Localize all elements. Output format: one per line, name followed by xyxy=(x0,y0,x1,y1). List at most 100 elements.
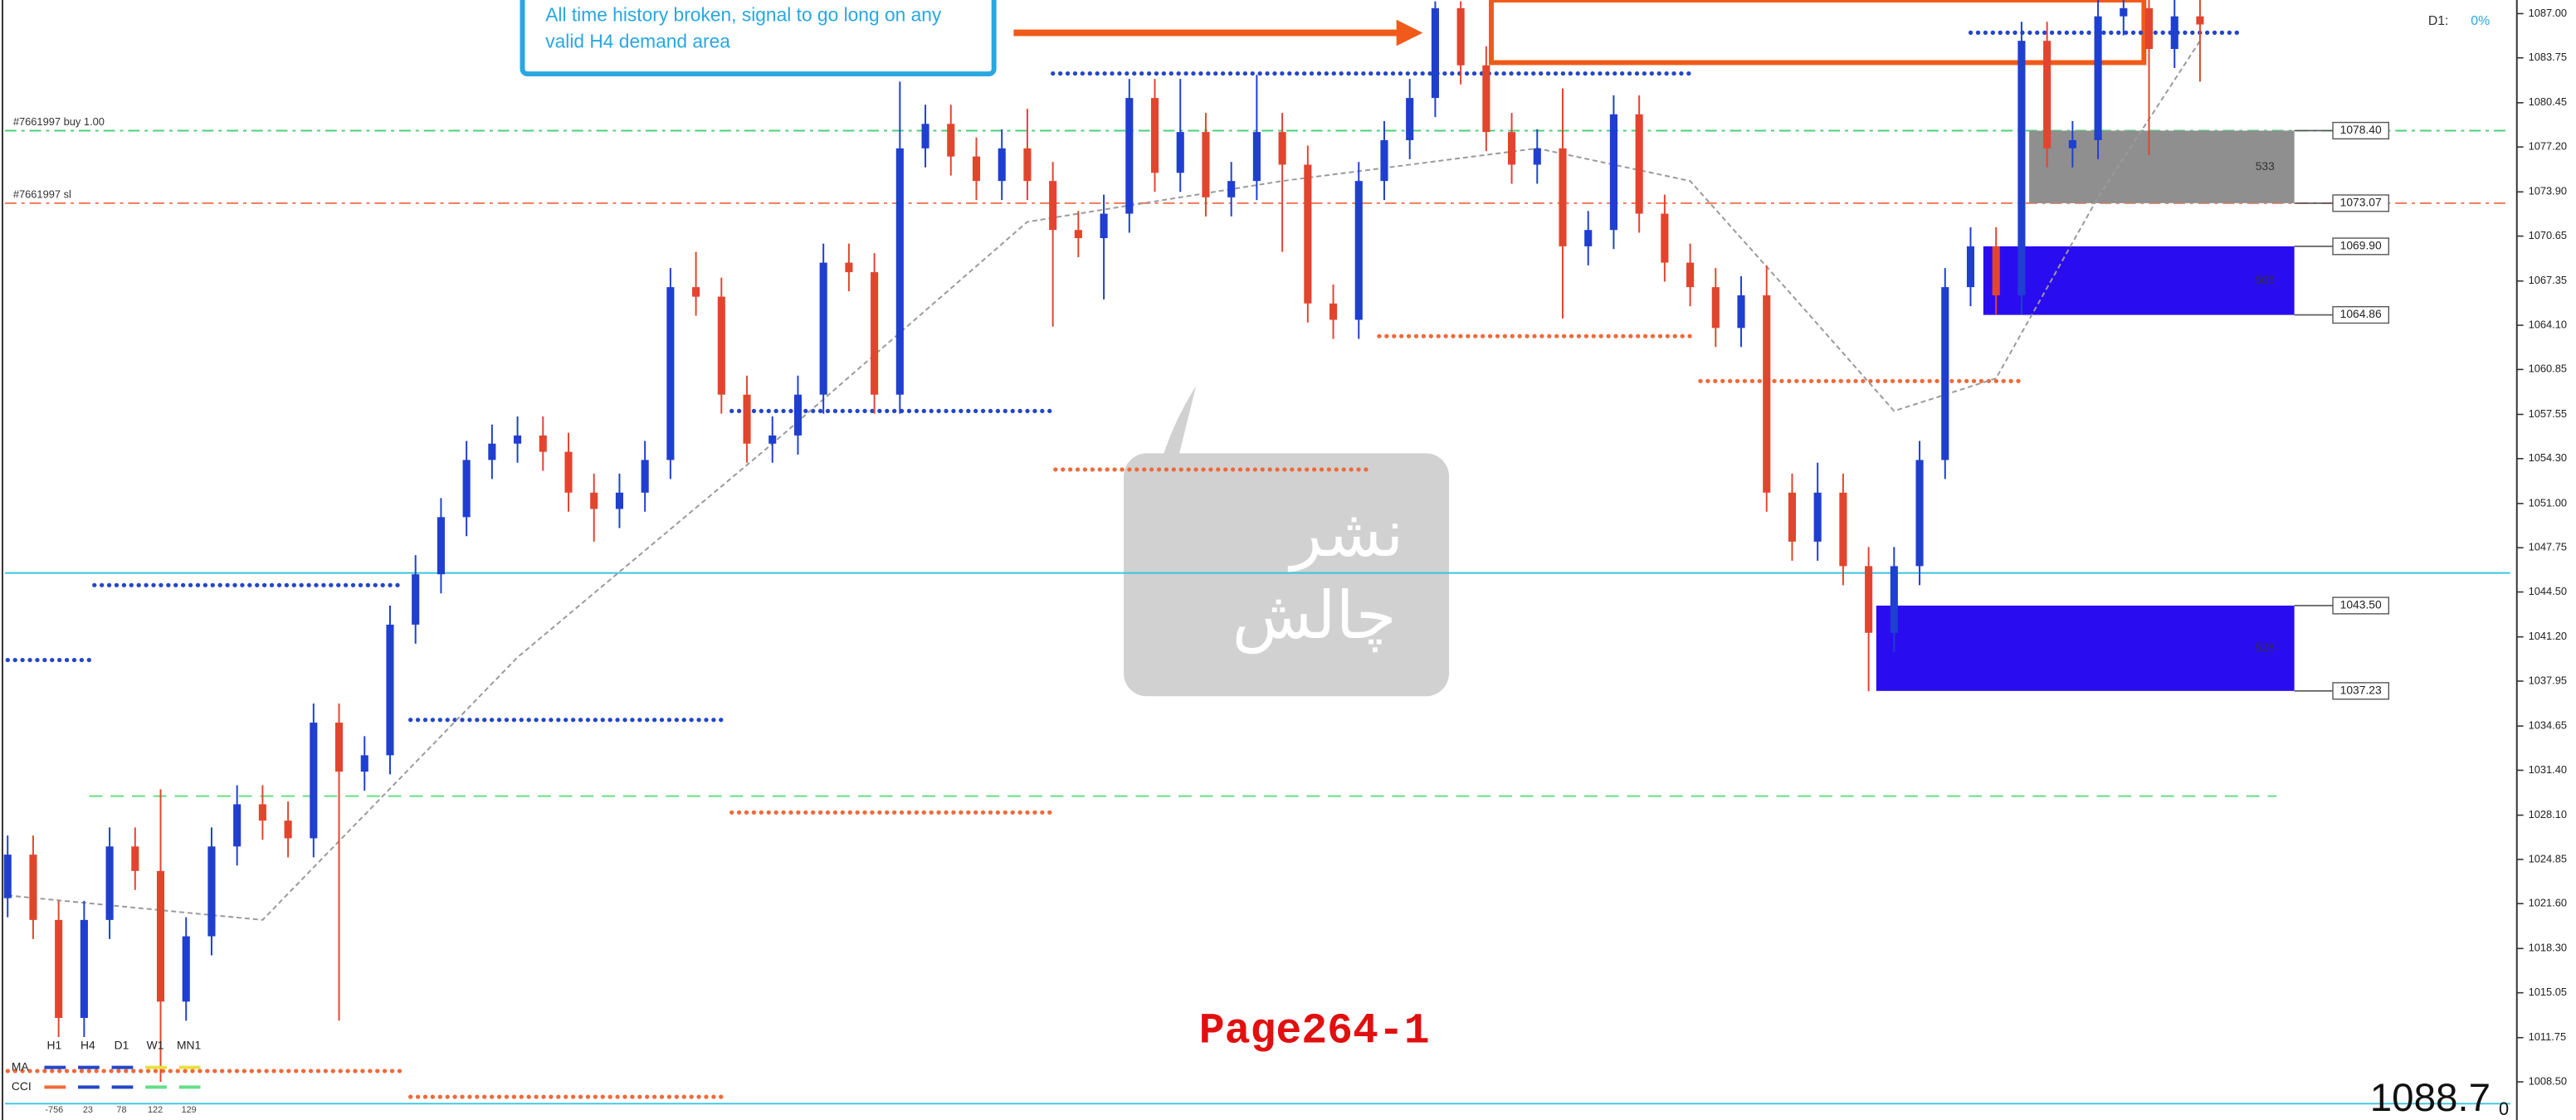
current-price: 1088.7 xyxy=(2370,1076,2491,1120)
y-tick-label: 1057.55 xyxy=(2529,407,2567,420)
candle-body xyxy=(871,272,878,395)
candle-body xyxy=(1534,149,1541,165)
candle-body xyxy=(1865,566,1872,632)
y-tick-label: 1008.50 xyxy=(2529,1074,2567,1087)
candle-body xyxy=(463,460,471,517)
candle-body xyxy=(947,124,954,156)
candle-body xyxy=(1100,214,1108,239)
candle-body xyxy=(207,846,215,936)
watermark-box xyxy=(1124,453,1449,696)
candle-body xyxy=(55,920,62,1018)
panel-value: -756 xyxy=(45,1105,63,1115)
panel-value: 23 xyxy=(83,1105,93,1115)
candle-body xyxy=(2069,140,2076,149)
candle-body xyxy=(692,287,700,296)
annotation: All time history broken, signal to go lo… xyxy=(523,0,994,72)
price-tag: 1069.90 xyxy=(2340,239,2382,252)
y-tick-label: 1047.75 xyxy=(2529,541,2567,553)
candle-body xyxy=(1636,114,1643,214)
candle-body xyxy=(259,804,266,821)
candle-body xyxy=(1202,132,1209,197)
candle-body xyxy=(386,625,393,755)
candle-body xyxy=(1941,287,1949,460)
panel-column: H4 xyxy=(80,1039,95,1052)
y-tick-label: 1034.65 xyxy=(2529,719,2567,732)
candle-body xyxy=(2196,17,2203,25)
price-tag: 1043.50 xyxy=(2340,598,2382,611)
candle-body xyxy=(106,846,114,920)
zone-label: 533 xyxy=(2256,159,2275,173)
candle-body xyxy=(1686,263,1694,288)
candle-body xyxy=(2120,8,2127,17)
candle-body xyxy=(768,436,776,444)
y-tick-label: 1024.85 xyxy=(2529,852,2567,864)
page: {"chart_data": { "type": "candlestick", … xyxy=(0,0,2576,1120)
candle-body xyxy=(1023,149,1031,181)
candle-body xyxy=(183,937,190,1002)
y-tick-label: 1021.60 xyxy=(2529,897,2567,909)
price-tag: 1073.07 xyxy=(2340,196,2382,209)
y-tick-label: 1077.20 xyxy=(2529,140,2567,153)
candle-body xyxy=(1253,132,1261,181)
candle-body xyxy=(1482,66,1490,132)
candle-body xyxy=(80,920,88,1018)
y-tick-label: 1018.30 xyxy=(2529,942,2567,954)
candle-body xyxy=(1610,114,1617,230)
panel-row: CCI xyxy=(12,1079,32,1093)
candle-body xyxy=(1304,164,1311,303)
candle-body xyxy=(1712,287,1720,328)
timeframe-label: D1: xyxy=(2428,14,2449,28)
candle-body xyxy=(1737,295,1744,328)
candle-body xyxy=(2145,8,2153,49)
candle-body xyxy=(1584,230,1592,246)
candle-body xyxy=(642,460,649,492)
candle-body xyxy=(1661,214,1668,263)
panel-value: 78 xyxy=(116,1105,126,1115)
candle-body xyxy=(1279,132,1286,164)
y-tick-label: 1070.65 xyxy=(2529,229,2567,241)
y-tick-label: 1083.75 xyxy=(2529,51,2567,63)
candle-body xyxy=(285,821,292,838)
price-suffix: 0 xyxy=(2499,1098,2509,1119)
line-label: #7661997 sl xyxy=(13,187,71,200)
candle-body xyxy=(361,755,368,772)
candle-body xyxy=(1788,493,1796,542)
zone xyxy=(1983,246,2295,315)
y-tick-label: 1054.30 xyxy=(2529,451,2567,464)
trading-chart: نشر چالش #7661997 buy 1.00#7661997 sl533… xyxy=(0,0,2576,1120)
y-tick-label: 1073.90 xyxy=(2529,185,2567,197)
candle-body xyxy=(1329,304,1337,320)
candle-body xyxy=(1380,140,1388,181)
candle-body xyxy=(794,395,802,436)
candle-body xyxy=(616,493,623,509)
candle-body xyxy=(1406,98,1413,140)
candle-body xyxy=(998,149,1006,181)
candle-body xyxy=(4,855,12,898)
panel-column: D1 xyxy=(115,1039,129,1052)
y-tick-label: 1064.10 xyxy=(2529,318,2567,330)
candle-body xyxy=(1891,566,1898,632)
candle-body xyxy=(488,444,495,460)
candle-body xyxy=(666,287,674,460)
price-tag: 1037.23 xyxy=(2340,683,2382,696)
panel-row: MA xyxy=(12,1059,30,1073)
candle-body xyxy=(335,723,343,772)
y-tick-label: 1015.05 xyxy=(2529,986,2567,998)
candle-body xyxy=(1508,132,1515,164)
candle-body xyxy=(514,436,521,444)
candle-body xyxy=(1125,98,1133,213)
candle-body xyxy=(1432,8,1439,98)
panel-column: W1 xyxy=(147,1039,164,1052)
y-tick-label: 1051.00 xyxy=(2529,496,2567,509)
candle-body xyxy=(2095,17,2102,140)
y-tick-label: 1041.20 xyxy=(2529,630,2567,642)
candle-body xyxy=(1227,181,1235,197)
candle-body xyxy=(1814,493,1822,542)
candle-body xyxy=(564,452,572,493)
candle-body xyxy=(1763,295,1770,493)
price-tag: 1064.86 xyxy=(2340,307,2382,320)
candle-body xyxy=(2017,41,2025,295)
panel-value: 122 xyxy=(148,1105,163,1115)
candle-body xyxy=(1355,181,1363,319)
candle-body xyxy=(1839,493,1847,567)
